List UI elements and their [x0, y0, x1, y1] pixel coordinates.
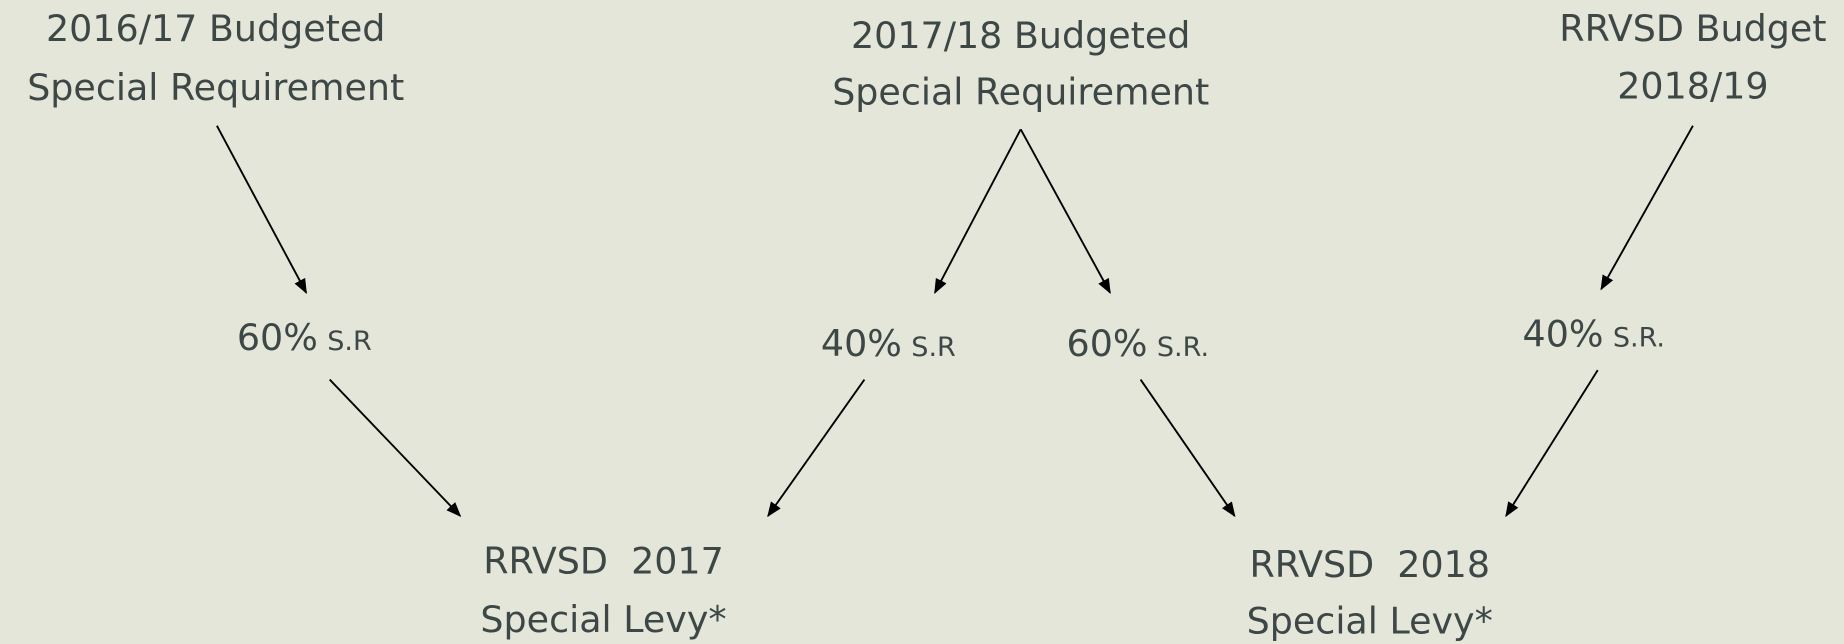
- node-label: 2018/19: [1617, 65, 1768, 108]
- share-suffix: S.R.: [1613, 323, 1665, 354]
- node-label: 2017/18 Budgeted: [851, 14, 1190, 57]
- share-label: 60% S.R.: [1067, 322, 1210, 365]
- node-label: RRVSD 2017: [483, 539, 724, 582]
- arrow: [216, 125, 308, 294]
- arrow: [1505, 369, 1599, 518]
- arrow: [329, 378, 462, 517]
- share-label: 40% S.R.: [1523, 313, 1666, 356]
- node-label: Special Requirement: [27, 66, 404, 109]
- share-percent: 60%: [237, 316, 318, 359]
- arrow: [1139, 379, 1236, 518]
- share-suffix: S.R.: [1157, 332, 1209, 363]
- node-label: RRVSD 2018: [1249, 543, 1490, 586]
- arrow: [934, 128, 1022, 294]
- node-label: 2016/17 Budgeted: [46, 7, 385, 50]
- share-suffix: S.R: [327, 326, 372, 357]
- arrow: [1600, 125, 1694, 291]
- share-percent: 40%: [1523, 313, 1604, 356]
- node-label: Special Levy*: [480, 598, 726, 641]
- arrows: [216, 125, 1694, 518]
- node-label: Special Levy*: [1247, 599, 1493, 642]
- share-percent: 60%: [1067, 322, 1148, 365]
- share-suffix: S.R: [911, 332, 956, 363]
- node-label: Special Requirement: [832, 71, 1209, 114]
- share-label: 40% S.R: [821, 322, 956, 365]
- arrow: [1019, 128, 1111, 294]
- node-label: RRVSD Budget: [1559, 7, 1826, 50]
- share-percent: 40%: [821, 322, 902, 365]
- arrow: [767, 379, 866, 518]
- share-label: 60% S.R: [237, 316, 372, 359]
